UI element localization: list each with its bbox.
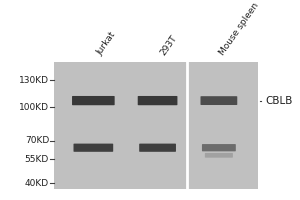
Text: 55KD: 55KD: [25, 155, 49, 164]
FancyBboxPatch shape: [202, 144, 236, 151]
Text: Jurkat: Jurkat: [95, 31, 117, 57]
Text: 100KD: 100KD: [19, 103, 49, 112]
FancyBboxPatch shape: [205, 153, 233, 158]
Text: 70KD: 70KD: [25, 136, 49, 145]
FancyBboxPatch shape: [139, 144, 176, 152]
FancyBboxPatch shape: [72, 96, 115, 105]
FancyBboxPatch shape: [74, 144, 113, 152]
FancyBboxPatch shape: [200, 96, 237, 105]
Text: Mouse spleen: Mouse spleen: [218, 1, 260, 57]
Text: 40KD: 40KD: [25, 179, 49, 188]
Text: 293T: 293T: [159, 34, 179, 57]
Text: 130KD: 130KD: [19, 76, 49, 85]
Text: CBLB: CBLB: [266, 96, 293, 106]
FancyBboxPatch shape: [138, 96, 177, 105]
FancyBboxPatch shape: [54, 62, 258, 189]
